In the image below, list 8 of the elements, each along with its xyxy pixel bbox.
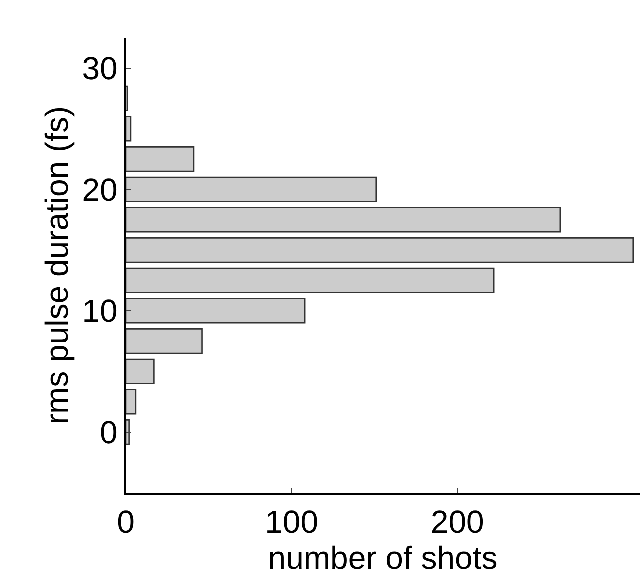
x-tick-label: 200 (430, 504, 484, 540)
y-tick-label: 0 (100, 414, 118, 451)
y-axis-title: rms pulse duration (fs) (39, 106, 76, 425)
x-tick-label: 100 (265, 504, 319, 540)
y-tick-label: 30 (82, 50, 118, 87)
y-tick-label: 20 (82, 172, 118, 208)
x-axis-title: number of shots (268, 540, 498, 576)
y-tick-label: 10 (82, 293, 118, 330)
